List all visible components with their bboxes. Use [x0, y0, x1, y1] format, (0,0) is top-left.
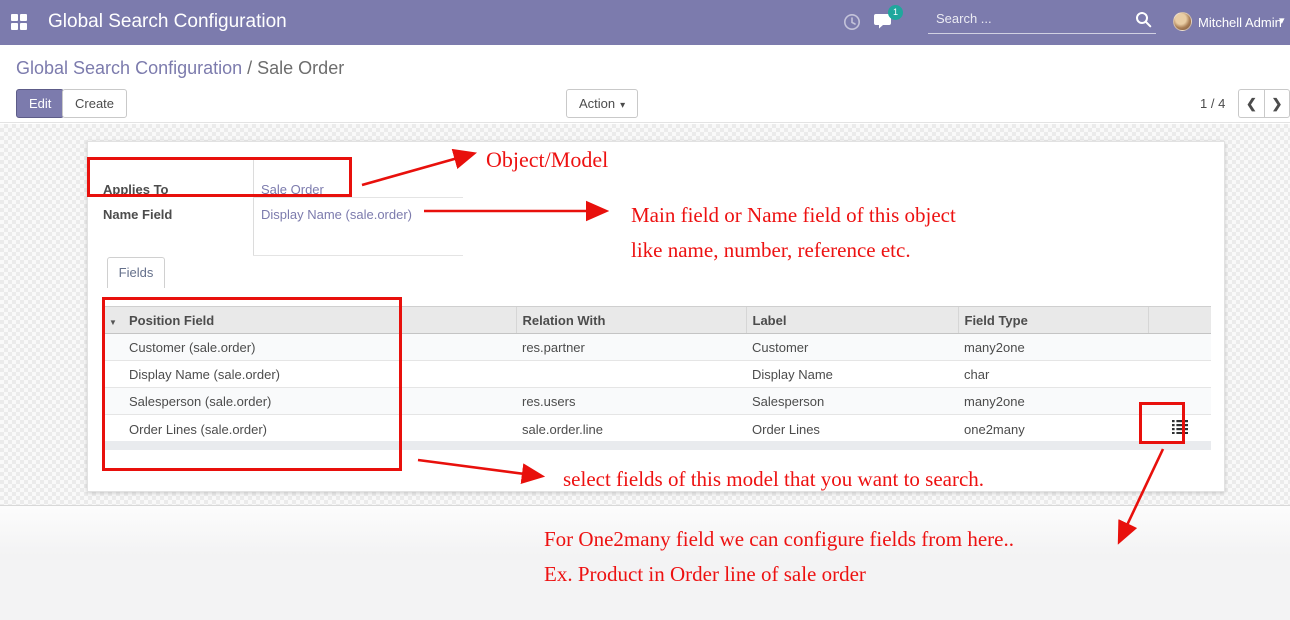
unread-messages-badge: 1	[888, 5, 903, 20]
pager-previous-button[interactable]: ❮	[1238, 89, 1264, 118]
field-divider	[253, 160, 254, 256]
name-field-label: Name Field	[103, 207, 173, 222]
name-field-value[interactable]: Display Name (sale.order)	[261, 207, 412, 222]
cell-configure-action	[1148, 360, 1211, 388]
breadcrumb: Global Search Configuration / Sale Order	[16, 58, 344, 79]
fields-table: ▼ Position Field Relation With Label Fie…	[103, 306, 1211, 444]
control-panel: Global Search Configuration / Sale Order…	[0, 45, 1290, 123]
col-label[interactable]: Label	[745, 306, 958, 334]
row-handle-cell[interactable]	[103, 360, 123, 388]
configure-subfields-list-icon[interactable]	[1169, 420, 1191, 438]
user-menu[interactable]: Mitchell Admin	[1198, 15, 1282, 30]
table-header-row: ▼ Position Field Relation With Label Fie…	[103, 306, 1211, 334]
page-footer-area	[0, 505, 1290, 620]
table-row[interactable]: Customer (sale.order) res.partner Customer…	[103, 333, 1211, 361]
apps-menu-icon[interactable]	[11, 14, 28, 30]
cell-relation-with[interactable]	[516, 360, 746, 388]
table-row[interactable]: Order Lines (sale.order) sale.order.line O…	[103, 414, 1211, 444]
global-search	[928, 8, 1156, 38]
chevron-down-icon: ▾	[620, 100, 626, 111]
table-row[interactable]: Display Name (sale.order) Display Name cha…	[103, 360, 1211, 388]
field-underline	[253, 255, 463, 256]
cell-field-type[interactable]: many2one	[958, 387, 1148, 415]
col-field-type[interactable]: Field Type	[957, 306, 1148, 334]
cell-position-field[interactable]: Salesperson (sale.order)	[123, 387, 516, 415]
field-underline	[253, 197, 463, 198]
edit-button[interactable]: Edit	[16, 89, 65, 118]
activity-clock-icon[interactable]	[843, 13, 861, 36]
cell-configure-action	[1148, 387, 1211, 415]
list-footer-strip	[103, 441, 1211, 450]
fields-table-body: Customer (sale.order) res.partner Customer…	[103, 333, 1211, 444]
applies-to-value[interactable]: Sale Order	[261, 182, 324, 197]
search-icon[interactable]	[1135, 11, 1152, 33]
top-navbar: Global Search Configuration 1 Mitchell	[0, 0, 1290, 45]
breadcrumb-separator: /	[242, 58, 258, 78]
cell-field-type[interactable]: char	[958, 360, 1148, 388]
search-input[interactable]	[928, 8, 1156, 34]
row-handle-cell[interactable]	[103, 414, 123, 444]
cell-position-field[interactable]: Order Lines (sale.order)	[123, 414, 516, 444]
user-avatar[interactable]	[1173, 12, 1192, 31]
app-title: Global Search Configuration	[48, 11, 287, 32]
col-relation-with[interactable]: Relation With	[515, 306, 746, 334]
table-row[interactable]: Salesperson (sale.order) res.users Salespe…	[103, 387, 1211, 415]
cell-label[interactable]: Order Lines	[746, 414, 958, 444]
row-handle-cell[interactable]	[103, 333, 123, 361]
messages-icon[interactable]	[873, 13, 893, 36]
user-menu-caret-icon[interactable]: ▾	[1279, 15, 1285, 27]
cell-position-field[interactable]: Display Name (sale.order)	[123, 360, 516, 388]
pager-next-button[interactable]: ❯	[1264, 89, 1290, 118]
col-actions	[1147, 306, 1211, 334]
pager-value: 1 / 4	[1200, 96, 1226, 111]
col-position-field[interactable]: Position Field	[123, 306, 516, 334]
cell-relation-with[interactable]: res.users	[516, 387, 746, 415]
breadcrumb-parent-link[interactable]: Global Search Configuration	[16, 58, 243, 78]
cell-field-type[interactable]: one2many	[958, 414, 1148, 444]
applies-to-label: Applies To	[103, 182, 169, 197]
tab-fields[interactable]: Fields	[107, 257, 165, 288]
action-label: Action	[579, 96, 616, 111]
cell-configure-action[interactable]	[1148, 414, 1211, 444]
cell-label[interactable]: Display Name	[746, 360, 958, 388]
cell-configure-action	[1148, 333, 1211, 361]
create-button[interactable]: Create	[62, 89, 128, 118]
cell-relation-with[interactable]: res.partner	[516, 333, 746, 361]
sort-desc-icon: ▼	[109, 317, 117, 327]
sort-indicator-cell[interactable]: ▼	[103, 306, 123, 334]
row-handle-cell[interactable]	[103, 387, 123, 415]
form-sheet: Applies To Sale Order Name Field Display…	[87, 141, 1225, 492]
cell-position-field[interactable]: Customer (sale.order)	[123, 333, 516, 361]
pager: ❮ ❯	[1238, 89, 1290, 118]
cell-label[interactable]: Customer	[746, 333, 958, 361]
cell-field-type[interactable]: many2one	[958, 333, 1148, 361]
breadcrumb-current: Sale Order	[257, 58, 345, 78]
cell-label[interactable]: Salesperson	[746, 387, 958, 415]
action-dropdown-button[interactable]: Action ▾	[566, 89, 639, 118]
cell-relation-with[interactable]: sale.order.line	[516, 414, 746, 444]
